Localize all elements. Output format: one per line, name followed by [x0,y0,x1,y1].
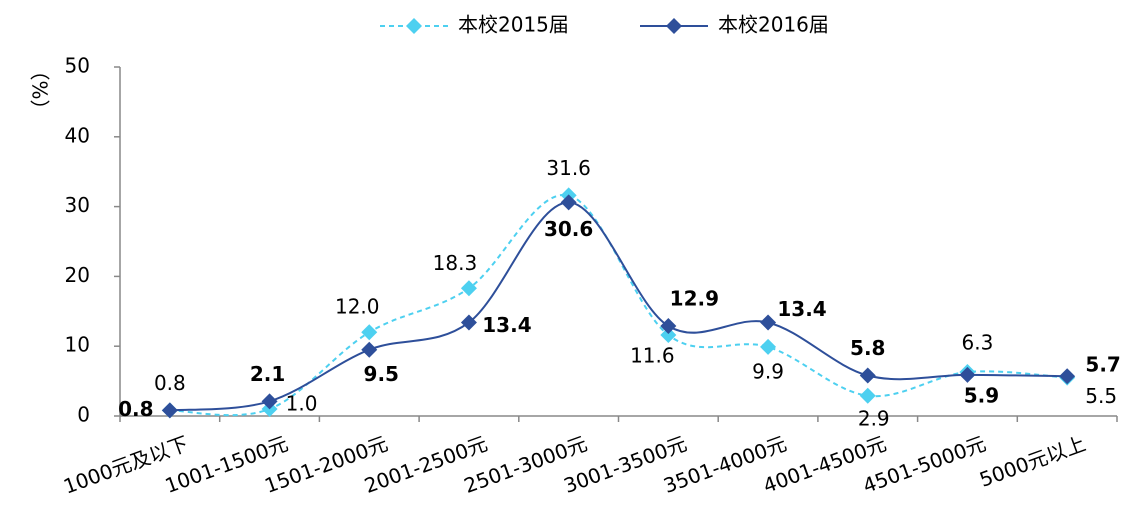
y-tick-label: 30 [65,193,90,217]
marker [760,314,777,331]
y-tick-label: 40 [65,123,90,147]
marker [660,317,677,334]
marker [361,341,378,358]
legend-label: 本校2015届 [458,13,569,37]
data-label: 2.1 [250,362,285,386]
data-label: 12.0 [335,295,380,319]
data-label: 5.9 [964,383,999,407]
marker [161,402,178,419]
marker [460,280,477,297]
data-label: 5.8 [850,336,885,360]
data-label: 9.5 [364,362,399,386]
series-line [169,194,1068,417]
legend-marker [666,18,682,34]
y-tick-label: 0 [77,403,90,427]
marker [560,194,577,211]
marker [660,327,677,344]
data-label: 13.4 [777,297,826,321]
data-label: 31.6 [546,156,591,180]
data-label: 11.6 [630,344,675,368]
data-label: 30.6 [544,217,593,241]
data-label: 12.9 [670,286,719,310]
data-label: 18.3 [433,251,478,275]
marker [361,324,378,341]
data-label: 6.3 [962,331,994,355]
marker [859,367,876,384]
legend-label: 本校2016届 [718,13,829,37]
y-tick-label: 10 [65,333,90,357]
legend-marker [406,18,422,34]
y-axis-label: （%） [28,60,52,119]
data-label: 13.4 [482,313,531,337]
marker [1059,368,1076,385]
marker [460,314,477,331]
data-label: 5.7 [1085,353,1120,377]
data-label: 5.5 [1085,384,1117,408]
marker [261,393,278,410]
series-line [169,201,1068,412]
data-label: 1.0 [286,392,318,416]
marker [959,366,976,383]
data-label: 9.9 [752,359,784,383]
data-label: 0.8 [154,371,186,395]
y-tick-label: 50 [65,54,90,78]
x-tick-label: 5000元以上 [976,431,1088,491]
data-label: 0.8 [118,397,153,421]
y-tick-label: 20 [65,263,90,287]
marker [760,338,777,355]
data-label: 2.9 [858,406,890,430]
marker [859,387,876,404]
